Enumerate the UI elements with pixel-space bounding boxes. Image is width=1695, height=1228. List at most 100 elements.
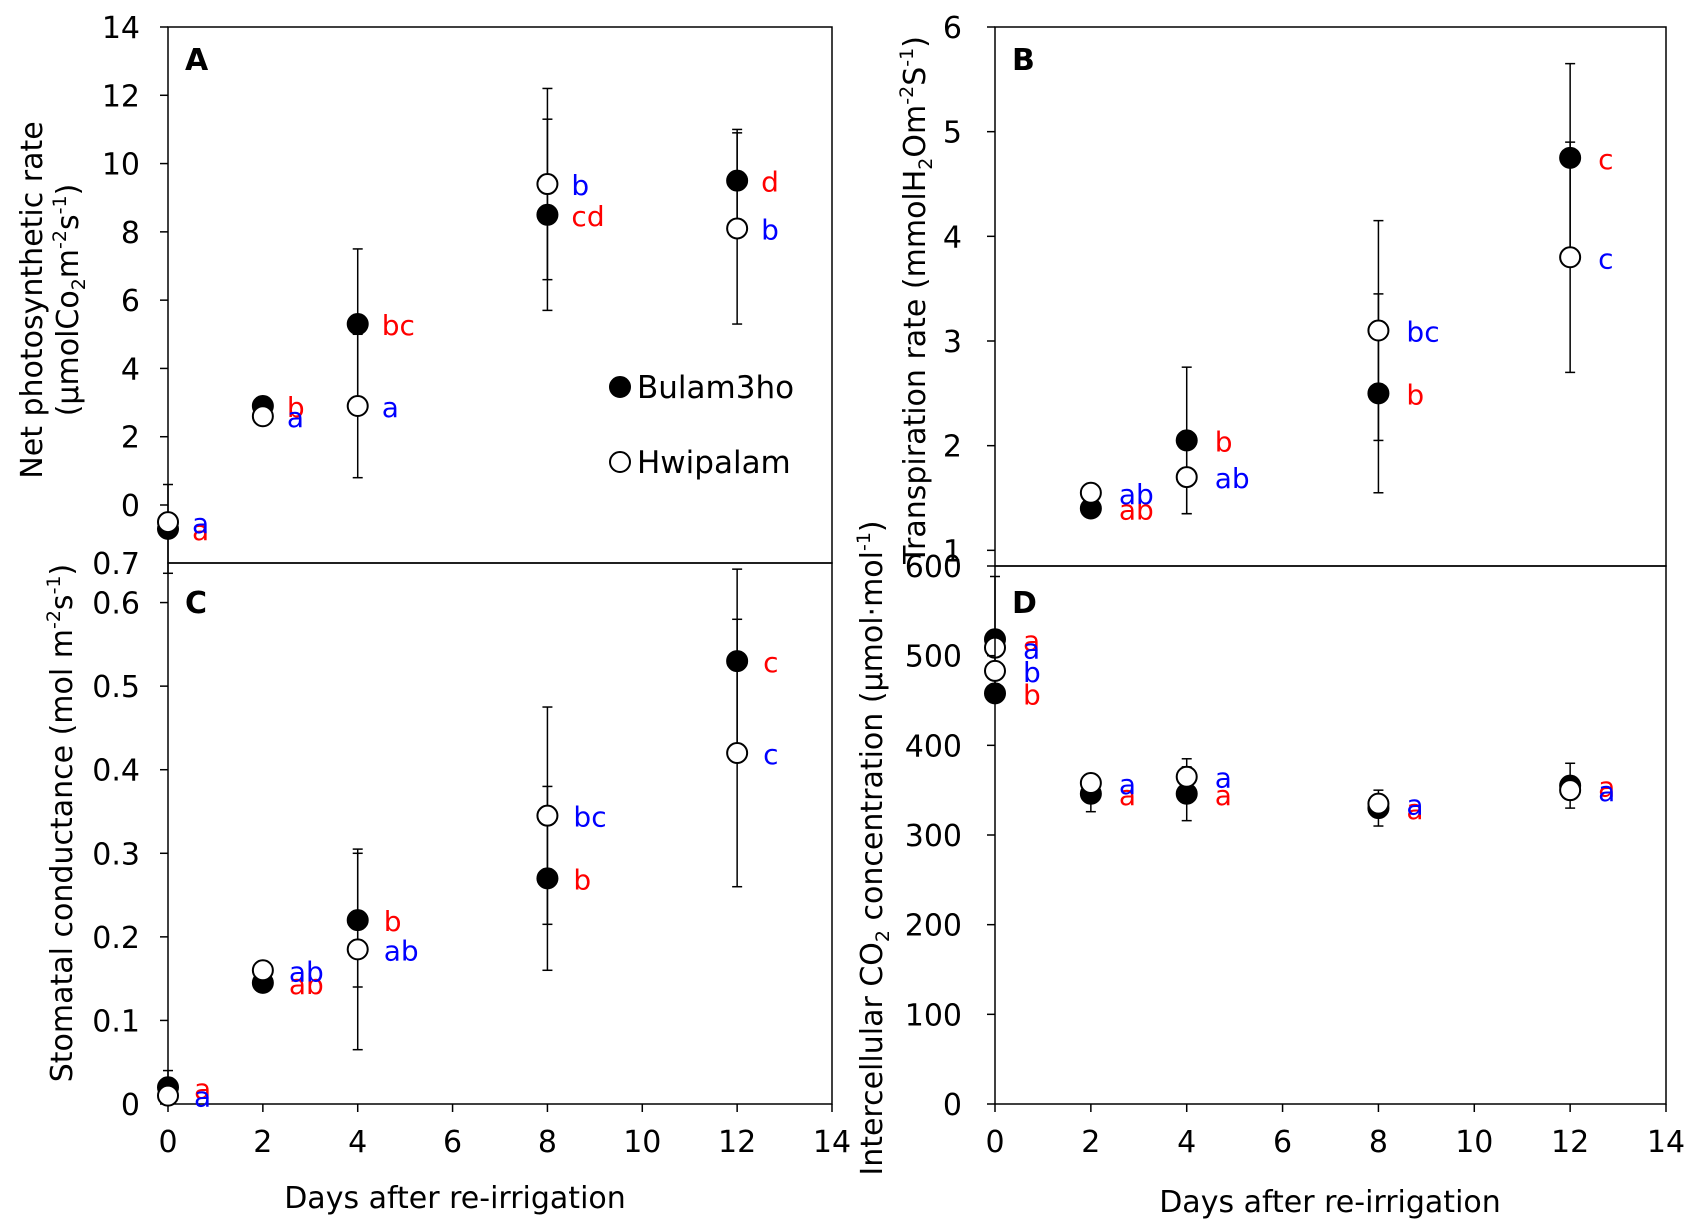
y-tick-label: 3 xyxy=(943,325,962,360)
panel-d-ylabel: Intercellular CO2 concentration (μmol·mo… xyxy=(853,520,894,1175)
y-tick-label: 400 xyxy=(905,729,962,764)
y-tick-label: 200 xyxy=(905,909,962,944)
y-tick-label: 500 xyxy=(905,640,962,675)
y-tick-label: 0 xyxy=(121,489,140,524)
panel-a-ylabel-line1: Net photosynthetic rate xyxy=(15,121,50,478)
x-tick-label: 12 xyxy=(1551,1125,1589,1160)
data-point-hwipalam xyxy=(346,394,369,417)
significance-letter: b xyxy=(1215,425,1233,458)
data-point-hwipalam xyxy=(726,742,749,764)
data-point-hwipalam xyxy=(157,1084,179,1107)
panel-c-plot: 00.10.20.30.40.50.60 2 4 6 8 10 12 14aabbbcaaba… xyxy=(92,562,851,1160)
data-point-hwipalam xyxy=(1367,792,1390,815)
data-point-hwipalam xyxy=(157,511,179,534)
x-tick-label: 8 xyxy=(538,1125,557,1160)
panel-c-frame xyxy=(167,562,833,1105)
significance-letter: b xyxy=(573,863,591,896)
significance-letter: c xyxy=(763,738,778,771)
y-tick-label: 0.6 xyxy=(92,587,140,622)
significance-letter: a xyxy=(382,391,399,424)
y-tick-label: 12 xyxy=(102,79,140,114)
y-tick-label: 10 xyxy=(102,148,140,183)
panel-c-letter: C xyxy=(185,586,207,621)
significance-letter: b xyxy=(761,213,779,246)
panel-b-letter: B xyxy=(1012,43,1035,78)
significance-letter: c xyxy=(1598,143,1613,176)
y-tick-label: 14 xyxy=(102,11,140,46)
data-point-hwipalam xyxy=(1175,466,1198,489)
x-tick-label: 6 xyxy=(443,1125,462,1160)
significance-letter: ab xyxy=(384,934,419,967)
significance-letter: a xyxy=(1215,762,1232,795)
x-tick-label: 2 xyxy=(1081,1125,1100,1160)
significance-letter: ab xyxy=(1119,478,1154,511)
y-tick-label: 0.1 xyxy=(92,1004,140,1039)
legend-label-hwipalam: Hwipalam xyxy=(637,445,791,481)
y-tick-label: 0.5 xyxy=(92,670,140,705)
significance-letter: b xyxy=(287,391,305,424)
significance-letter: c xyxy=(1598,242,1613,275)
significance-letter: b xyxy=(1023,678,1041,711)
x-tick-label: 6 xyxy=(1273,1125,1292,1160)
data-point-hwipalam xyxy=(726,217,749,240)
significance-letter: a xyxy=(1119,768,1136,801)
panel-a-ylabel-line2: (μmolCo2m-2s-1) xyxy=(49,184,90,417)
panel-d-letter: D xyxy=(1012,586,1037,621)
significance-letter: a xyxy=(1598,775,1615,808)
significance-letter: a xyxy=(1598,771,1615,804)
significance-letter: a xyxy=(194,1072,211,1105)
y-tick-label: 0.2 xyxy=(92,921,140,956)
significance-letter: b xyxy=(571,169,589,202)
significance-letter: b xyxy=(1406,378,1424,411)
data-point-hwipalam xyxy=(1079,481,1102,504)
significance-letter: ab xyxy=(289,955,324,988)
y-tick-label: 0 xyxy=(943,1088,962,1123)
panel-c: 00.10.20.30.40.50.60 2 4 6 8 10 12 14aabbbcaaba… xyxy=(43,562,851,1216)
y-tick-label: 300 xyxy=(905,819,962,854)
data-point-hwipalam xyxy=(536,804,559,827)
significance-letter: ab xyxy=(1119,493,1154,526)
significance-letter: d xyxy=(761,166,779,199)
y-tick-label: 2 xyxy=(121,421,140,456)
data-point-hwipalam xyxy=(1559,246,1582,269)
significance-letter: c xyxy=(763,646,778,679)
significance-letter: a xyxy=(1406,789,1423,822)
panel-a-ylabel: Net photosynthetic rate (μmolCo2m-2s-1) xyxy=(15,121,90,478)
x-tick-label: 10 xyxy=(1455,1125,1493,1160)
y-tick-label: 5 xyxy=(943,116,962,151)
legend-marker-hwipalam xyxy=(609,451,631,473)
significance-letter: a xyxy=(287,401,304,434)
panel-c-ylabel: Stomatal conductance (mol m-2s-1) xyxy=(43,564,80,1083)
data-point-hwipalam xyxy=(984,659,1006,682)
y-tick-label: 6 xyxy=(121,284,140,319)
significance-letter: bc xyxy=(573,801,606,834)
y-tick-label: 0.7 xyxy=(92,547,140,582)
data-point-hwipalam xyxy=(1559,779,1582,802)
x-tick-label: 10 xyxy=(623,1125,661,1160)
panel-d-xlabel: Days after re-irrigation xyxy=(1159,1185,1501,1220)
y-tick-label: 0.4 xyxy=(92,754,140,789)
significance-letter: a xyxy=(192,507,209,540)
x-tick-label: 0 xyxy=(158,1125,177,1160)
legend: Bulam3ho Hwipalam xyxy=(609,370,794,481)
data-point-bulam xyxy=(984,682,1006,705)
significance-letter: a xyxy=(194,1081,211,1114)
data-point-hwipalam xyxy=(251,959,274,982)
data-point-hwipalam xyxy=(536,173,559,196)
y-tick-label: 100 xyxy=(905,998,962,1033)
significance-letter: ab xyxy=(1215,462,1250,495)
data-point-hwipalam xyxy=(1079,771,1102,794)
x-tick-label: 2 xyxy=(253,1125,272,1160)
data-point-hwipalam xyxy=(251,405,274,428)
x-tick-label: 4 xyxy=(1177,1125,1196,1160)
significance-letter: ab xyxy=(289,968,324,1001)
significance-letter: a xyxy=(1023,633,1040,666)
y-tick-label: 6 xyxy=(943,11,962,46)
significance-letter: a xyxy=(192,514,209,547)
legend-label-bulam: Bulam3ho xyxy=(637,370,794,406)
x-tick-label: 0 xyxy=(985,1125,1004,1160)
